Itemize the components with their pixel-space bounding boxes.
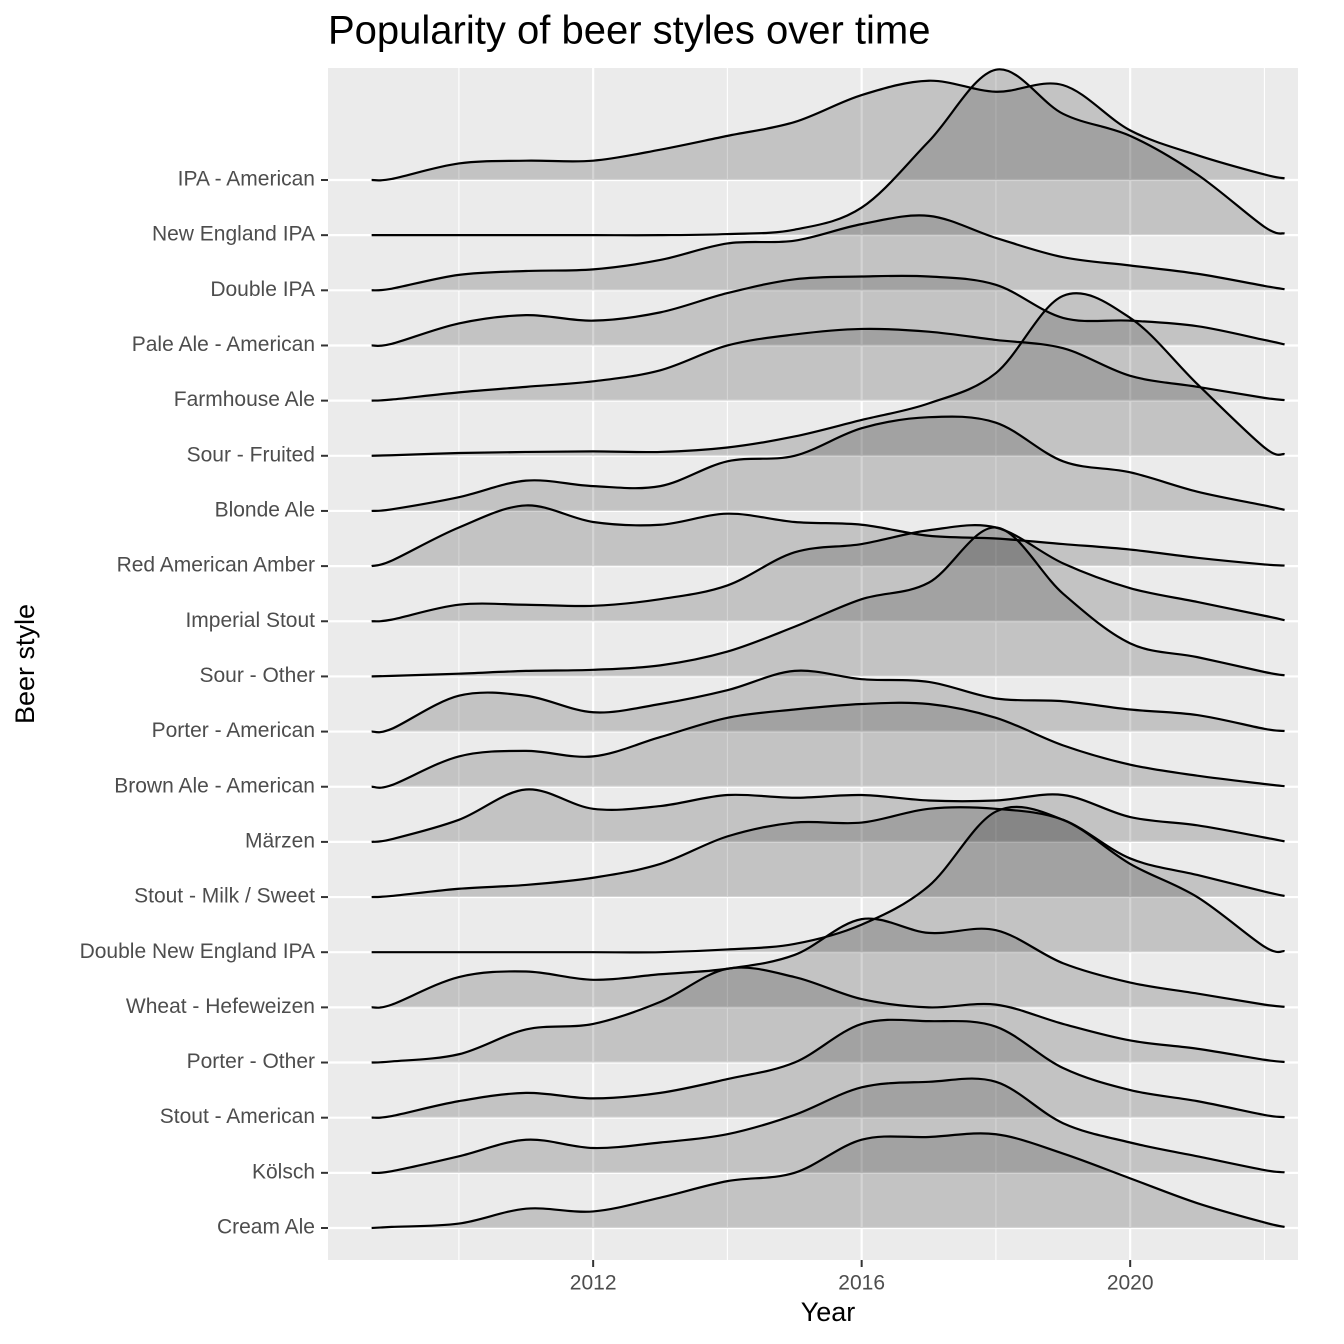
ridge-area	[371, 1019, 1285, 1118]
ridge-line	[371, 1018, 1285, 1119]
y-tick-label: Farmhouse Ale	[174, 388, 315, 411]
y-tick-label: Porter - Other	[187, 1050, 315, 1073]
ridge-line	[371, 669, 1285, 734]
ridge-area	[371, 702, 1285, 788]
x-tick-label: 2020	[1107, 1272, 1154, 1295]
y-tick-label: New England IPA	[152, 223, 315, 246]
x-tick-label: 2012	[570, 1272, 617, 1295]
ridge-line	[371, 292, 1285, 457]
ridge-area	[371, 806, 1285, 953]
ridge-area	[371, 1133, 1285, 1228]
y-tick-label: Red American Amber	[117, 554, 315, 577]
ridge-line	[371, 214, 1285, 292]
ridge-area	[371, 967, 1285, 1063]
ridge-line	[371, 806, 1285, 899]
ridge-line	[371, 701, 1285, 789]
ridge-line	[371, 79, 1285, 182]
ridge-line	[371, 415, 1285, 513]
y-tick-label: Brown Ale - American	[114, 774, 315, 797]
y-tick-label: Pale Ale - American	[132, 333, 315, 356]
ridge-line	[371, 274, 1285, 348]
ridge-line	[371, 524, 1285, 623]
ridge-line	[371, 917, 1285, 1009]
ridge-line	[371, 1077, 1285, 1175]
ridge-line	[371, 805, 1285, 954]
y-tick-label: Porter - American	[152, 719, 315, 742]
y-tick-label: Sour - Fruited	[187, 443, 315, 466]
ridge-area	[371, 275, 1285, 346]
ridge-area	[371, 293, 1285, 456]
y-tick-label: Imperial Stout	[185, 609, 315, 632]
ridge-line	[371, 504, 1285, 568]
y-axis-title: Beer style	[10, 604, 40, 724]
ridge-area	[371, 918, 1285, 1008]
ridge-line	[371, 788, 1285, 843]
ridge-line	[371, 966, 1285, 1064]
y-tick-label: Sour - Other	[199, 664, 315, 687]
x-axis-title: Year	[801, 1297, 856, 1327]
ridge-area	[371, 807, 1285, 898]
ridge-line	[371, 526, 1285, 678]
ridge-area	[371, 789, 1285, 842]
y-tick-label: Double New England IPA	[80, 940, 315, 963]
ridge-area	[371, 670, 1285, 733]
y-tick-label: Cream Ale	[217, 1216, 315, 1239]
ridge-line	[371, 68, 1285, 237]
y-tick-label: Märzen	[245, 829, 315, 852]
ridge-line	[371, 1132, 1285, 1230]
x-tick-label: 2016	[838, 1272, 885, 1295]
axes: 2012 2016 2020 IPA - American New England IP…	[80, 168, 1154, 1295]
ridge-area	[371, 505, 1285, 567]
ridge-area	[371, 527, 1285, 677]
ridge-line	[371, 327, 1285, 402]
y-tick-label: Kölsch	[252, 1160, 315, 1183]
y-tick-label: IPA - American	[178, 168, 315, 191]
ridge-area	[371, 1078, 1285, 1173]
y-tick-label: Wheat - Hefeweizen	[126, 995, 315, 1018]
y-tick-label: Blonde Ale	[215, 498, 315, 521]
y-tick-label: Stout - Milk / Sweet	[134, 885, 315, 908]
chart-title: Popularity of beer styles over time	[328, 9, 930, 53]
y-tick-label: Stout - American	[160, 1105, 315, 1128]
ridge-area	[371, 80, 1285, 181]
ridges	[371, 68, 1285, 1230]
y-tick-label: Double IPA	[210, 278, 315, 301]
ridge-area	[371, 525, 1285, 622]
ridge-area	[371, 215, 1285, 291]
